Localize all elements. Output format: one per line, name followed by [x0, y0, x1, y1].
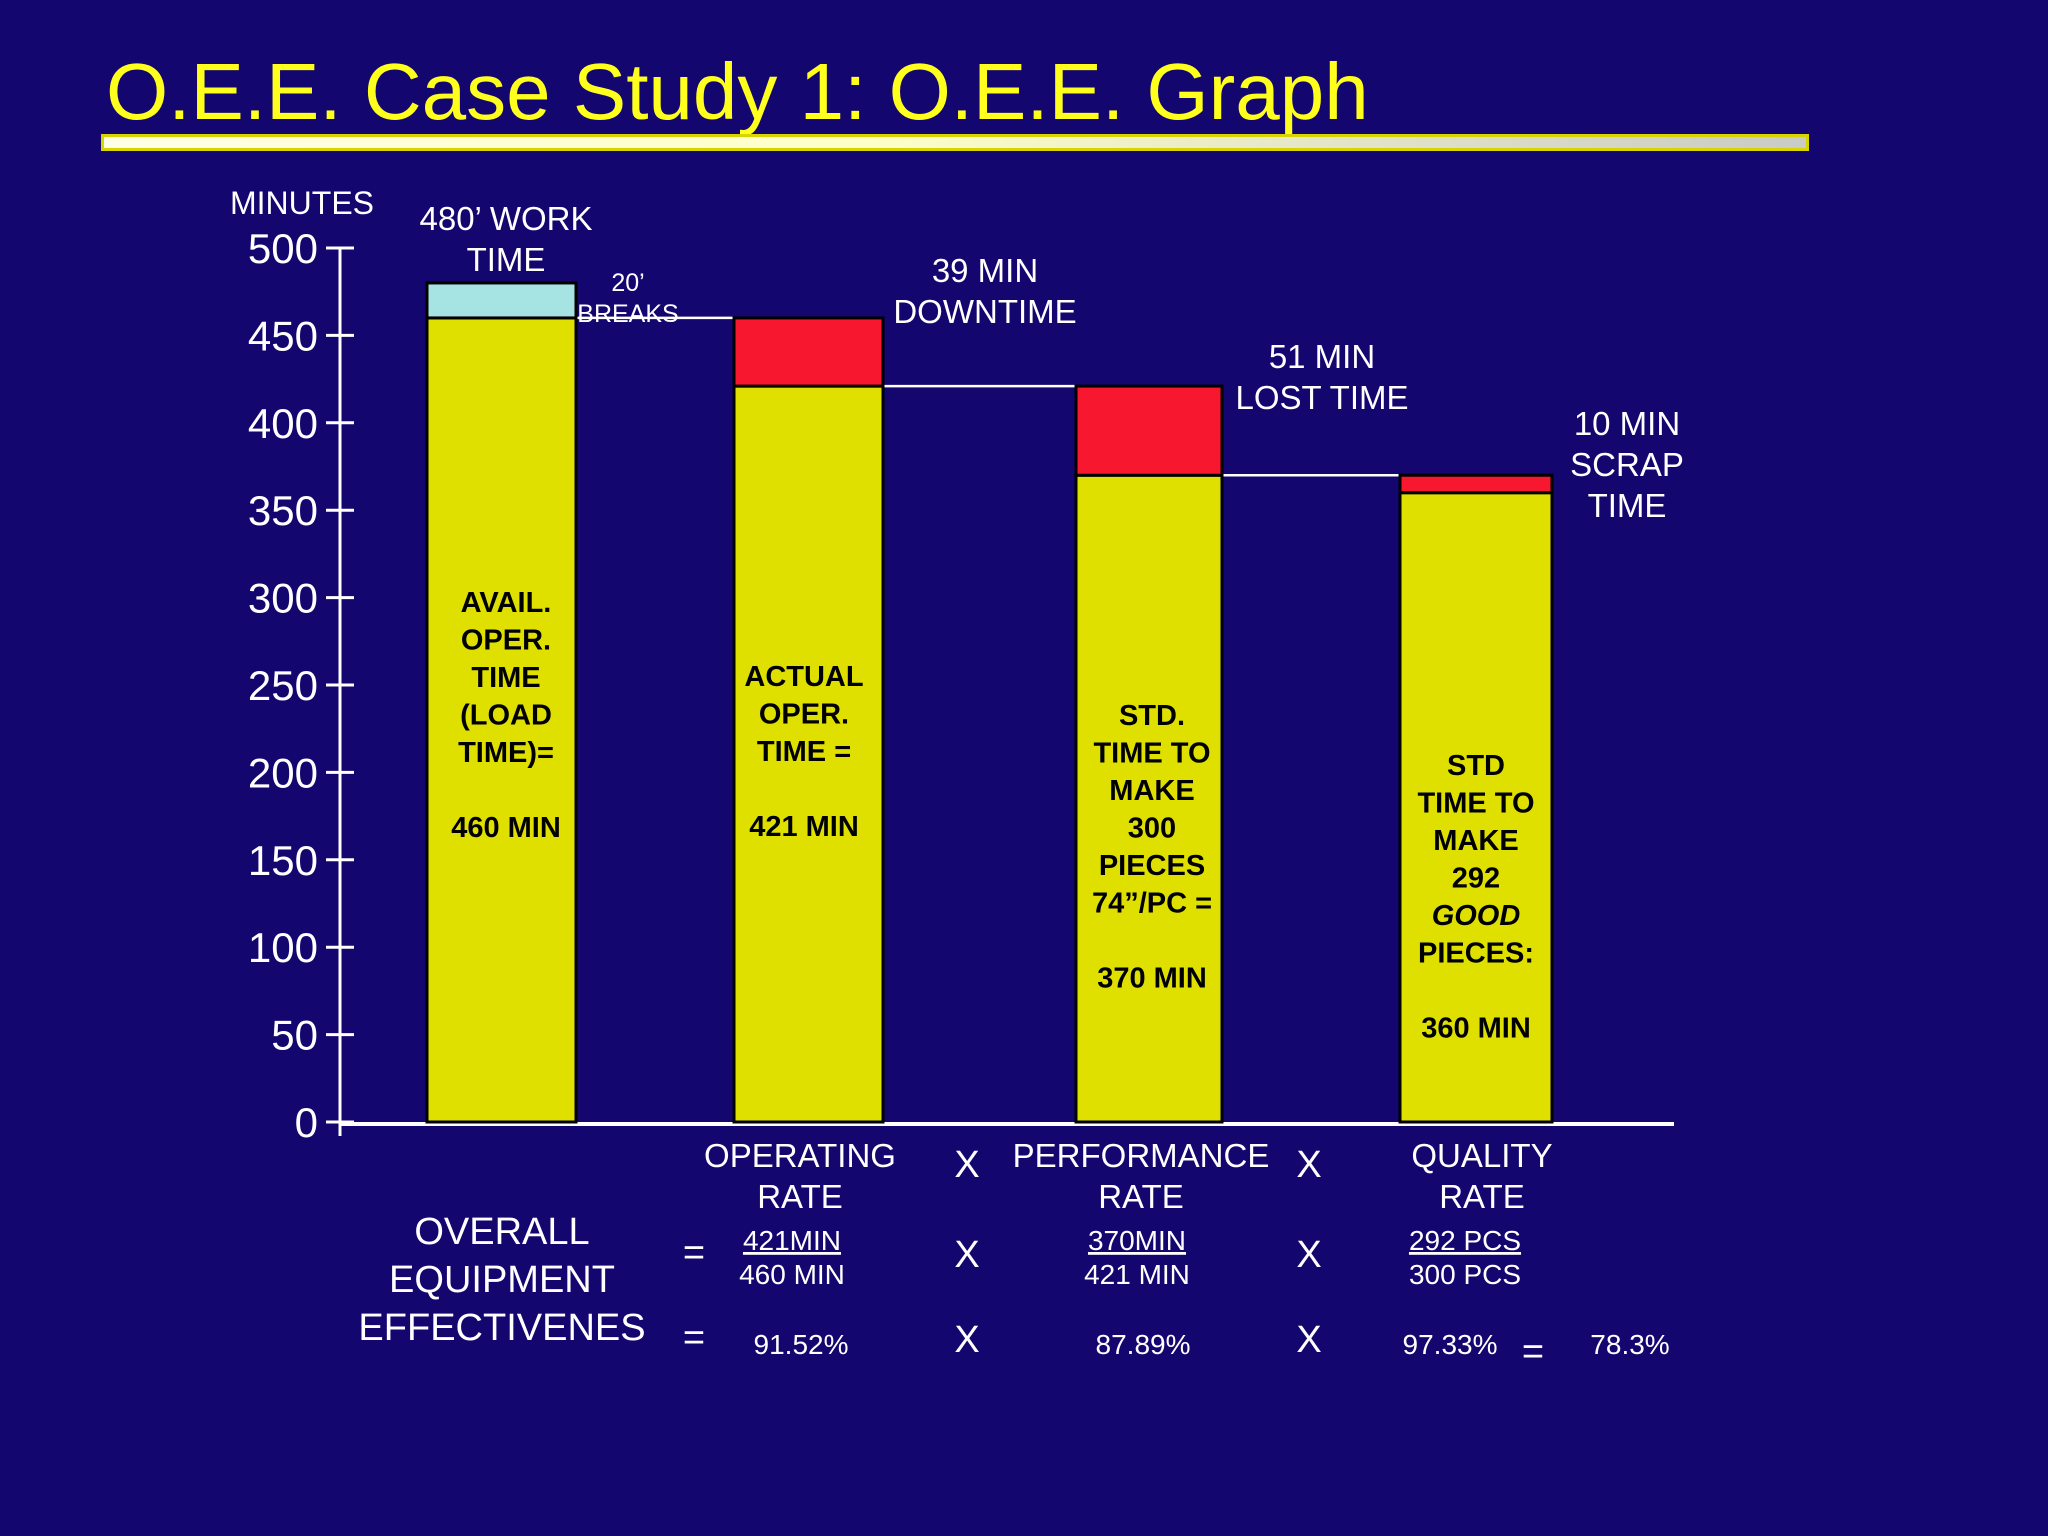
title-underline-bar — [101, 134, 1809, 151]
equals-sign: = — [1522, 1331, 1544, 1373]
times-sign: X — [1296, 1144, 1321, 1186]
bar-inner-label: 421 MIN — [749, 811, 859, 843]
work-time-annotation: 480’ WORK — [420, 200, 593, 237]
y-tick-label: 100 — [248, 924, 318, 971]
y-tick-label: 400 — [248, 400, 318, 447]
y-tick-label: 150 — [248, 837, 318, 884]
rate-header: RATE — [757, 1178, 843, 1215]
bar-inner-label: 300 — [1128, 813, 1176, 845]
bar-inner-label: OPER. — [759, 699, 849, 731]
equals-sign: = — [683, 1317, 705, 1359]
bar-inner-label: OPER. — [461, 625, 551, 657]
rate-header: RATE — [1098, 1178, 1184, 1215]
fraction-numerator: 421MIN — [743, 1225, 841, 1256]
bar-inner-label: TIME = — [757, 736, 851, 768]
y-tick-label: 200 — [248, 749, 318, 796]
y-tick-label: 300 — [248, 575, 318, 622]
slide-title: O.E.E. Case Study 1: O.E.E. Graph — [106, 47, 1369, 136]
y-axis-label: MINUTES — [230, 185, 374, 221]
bar-inner-label: (LOAD — [460, 700, 552, 732]
bar-loss-segment — [1398, 473, 1554, 495]
work-time-annotation: TIME — [467, 241, 546, 278]
times-sign: X — [1296, 1234, 1321, 1276]
y-tick-label: 450 — [248, 312, 318, 359]
bar-inner-label: PIECES — [1099, 850, 1205, 882]
rate-percentage: 91.52% — [754, 1329, 849, 1360]
bar-inner-label: TIME — [471, 662, 540, 694]
bar-inner-label: MAKE — [1433, 825, 1518, 857]
bar-base-segment — [732, 384, 885, 1124]
rate-header: QUALITY — [1411, 1137, 1552, 1174]
rate-header: OPERATING — [704, 1137, 896, 1174]
bar-inner-label: 370 MIN — [1097, 963, 1207, 995]
breaks-annotation: BREAKS — [577, 300, 678, 328]
oee-label: OVERALL — [414, 1211, 589, 1253]
bar-inner-label: PIECES: — [1418, 938, 1534, 970]
bar-inner-label: 460 MIN — [451, 812, 561, 844]
fraction-denominator: 460 MIN — [739, 1259, 845, 1290]
bar-inner-label: TIME TO — [1417, 788, 1534, 820]
times-sign: X — [954, 1234, 979, 1276]
oee-label: EQUIPMENT — [389, 1259, 615, 1301]
bar-loss-segment — [732, 316, 885, 388]
bar-inner-label: AVAIL. — [461, 587, 552, 619]
bar-inner-label: MAKE — [1109, 775, 1194, 807]
bar-base-segment — [1074, 473, 1224, 1124]
bar-inner-label: TIME)= — [458, 737, 554, 769]
equals-sign: = — [683, 1232, 705, 1274]
fraction-denominator: 421 MIN — [1084, 1259, 1190, 1290]
bar-inner-label: TIME TO — [1093, 738, 1210, 770]
bar-inner-label: STD. — [1119, 700, 1185, 732]
lost-time-annotation: 51 MIN — [1269, 338, 1375, 375]
lost-time-annotation: LOST TIME — [1236, 379, 1409, 416]
scrap-time-annotation: SCRAP — [1570, 446, 1684, 483]
bar-loss-segment — [1074, 384, 1224, 477]
times-sign: X — [954, 1144, 979, 1186]
bar-breaks-segment — [425, 281, 578, 320]
downtime-annotation: DOWNTIME — [893, 293, 1076, 330]
bar-inner-label: ACTUAL — [744, 661, 863, 693]
downtime-annotation: 39 MIN — [932, 252, 1038, 289]
rate-header: RATE — [1439, 1178, 1525, 1215]
scrap-time-annotation: TIME — [1588, 487, 1667, 524]
oee-label: EFFECTIVENES — [358, 1307, 645, 1349]
y-tick-label: 500 — [248, 225, 318, 272]
times-sign: X — [954, 1319, 979, 1361]
y-tick-label: 350 — [248, 487, 318, 534]
y-tick-label: 0 — [295, 1099, 318, 1146]
rate-percentage: 97.33% — [1403, 1329, 1498, 1360]
bar-base-segment — [425, 316, 578, 1124]
rate-percentage: 87.89% — [1096, 1329, 1191, 1360]
fraction-numerator: 370MIN — [1088, 1225, 1186, 1256]
times-sign: X — [1296, 1319, 1321, 1361]
breaks-annotation: 20’ — [611, 269, 644, 297]
fraction-numerator: 292 PCS — [1409, 1225, 1521, 1256]
bar-inner-label: 292 — [1452, 863, 1500, 895]
y-tick-label: 250 — [248, 662, 318, 709]
bar-inner-label: GOOD — [1432, 900, 1521, 932]
oee-result: 78.3% — [1590, 1329, 1669, 1360]
bar-inner-label: 74”/PC = — [1092, 888, 1212, 920]
bar-inner-label: 360 MIN — [1421, 1013, 1531, 1045]
bar-inner-label: STD — [1447, 750, 1505, 782]
rate-header: PERFORMANCE — [1013, 1137, 1270, 1174]
scrap-time-annotation: 10 MIN — [1574, 405, 1680, 442]
y-tick-label: 50 — [271, 1012, 318, 1059]
fraction-denominator: 300 PCS — [1409, 1259, 1521, 1290]
